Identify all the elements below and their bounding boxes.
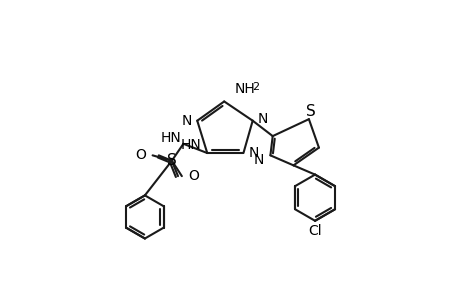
Text: 2: 2 [252,82,258,92]
Text: N: N [181,114,191,128]
Text: O: O [188,169,198,183]
Text: N: N [257,112,268,126]
Text: HN: HN [161,130,181,145]
Text: S: S [306,104,315,119]
Text: NH: NH [235,82,255,96]
Text: Cl: Cl [308,224,321,238]
Text: N: N [248,146,259,160]
Text: O: O [135,148,146,162]
Text: N: N [253,153,263,167]
Text: S: S [167,153,176,168]
Text: HN: HN [181,138,202,152]
